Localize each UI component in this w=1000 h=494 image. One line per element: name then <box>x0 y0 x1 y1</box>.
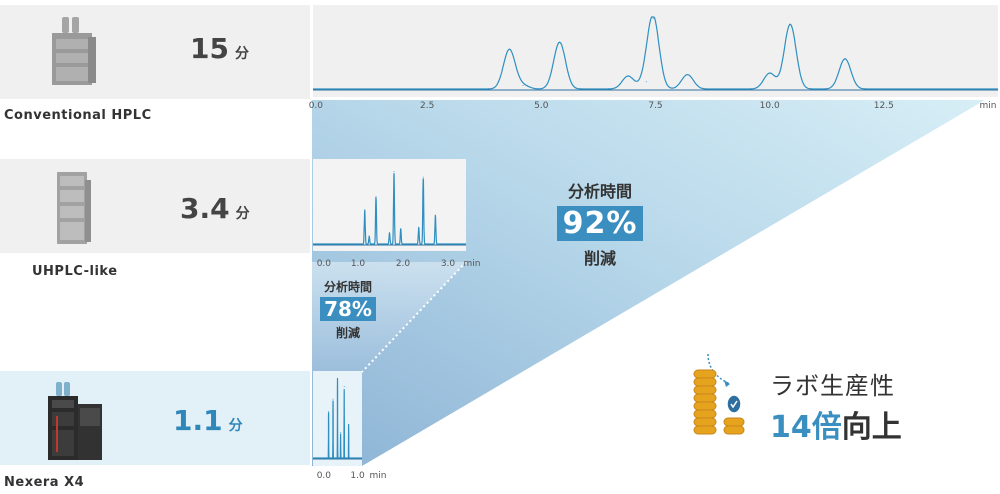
x-tick-label: 3.0 <box>440 259 456 269</box>
callout-78-label: 分析時間 <box>323 280 372 294</box>
peak-5 <box>645 81 647 83</box>
x-unit-label: min <box>463 259 481 269</box>
peak-2 <box>368 235 370 237</box>
callout-92: 分析時間 92% 削減 <box>540 178 660 269</box>
peak-7 <box>418 226 420 228</box>
x-tick-label: 0.0 <box>316 259 332 269</box>
peak-3 <box>337 377 338 379</box>
peak-1 <box>508 48 510 50</box>
peak-7 <box>686 74 688 76</box>
peak-8 <box>769 72 771 74</box>
peak-5 <box>393 171 395 173</box>
nexera-instrument-icon <box>48 382 102 460</box>
x-tick-label: 2.5 <box>419 101 435 111</box>
peak-9 <box>434 214 436 216</box>
hplc-instrument-icon <box>52 17 96 85</box>
peak-3 <box>375 196 377 198</box>
wedge-92 <box>312 100 985 466</box>
peak-1 <box>328 411 330 413</box>
uhplc-label: UHPLC-like <box>32 264 118 279</box>
callout-78-percent: 78% <box>320 297 376 321</box>
x-tick-label: 2.0 <box>395 259 411 269</box>
productivity-rest: 向上 <box>841 410 902 445</box>
peak-4 <box>340 432 342 434</box>
peak-6 <box>400 228 402 230</box>
peak-3 <box>559 41 561 43</box>
nexera-chromatogram <box>313 377 362 460</box>
uhplc-time: 3.4 分 <box>180 192 250 225</box>
callout-92-percent: 92% <box>556 206 644 241</box>
nexera-time: 1.1 分 <box>173 404 243 437</box>
hplc-row-bg <box>0 5 310 99</box>
x-tick-label: 5.0 <box>534 101 549 111</box>
uhplc-chromatogram <box>313 171 466 246</box>
callout-78: 分析時間 78% 削減 <box>308 278 388 341</box>
peak-4 <box>627 75 629 77</box>
callout-92-label: 分析時間 <box>567 182 632 201</box>
productivity-highlight: 14倍 <box>770 410 842 445</box>
peak-2 <box>522 84 524 86</box>
x-unit-label: min <box>979 101 997 111</box>
peak-8 <box>422 176 424 178</box>
uhplc-row-bg <box>0 159 310 253</box>
callout-78-result: 削減 <box>335 326 360 340</box>
x-tick-label: 0.0 <box>308 101 324 111</box>
nexera-label: Nexera X4 <box>4 475 85 490</box>
peak-5 <box>343 386 345 388</box>
hplc-label: Conventional HPLC <box>4 108 152 123</box>
x-tick-label: 7.5 <box>648 101 663 111</box>
chromatogram-trace <box>313 378 362 459</box>
peak-2 <box>332 398 334 400</box>
peak-6 <box>652 17 654 19</box>
wedge-78 <box>312 262 466 372</box>
productivity-line1: ラボ生産性 <box>770 372 895 400</box>
peak-4 <box>389 232 390 234</box>
x-tick-label: 1.0 <box>350 259 366 269</box>
x-tick-label: 10.0 <box>759 101 780 111</box>
x-tick-label: 0.0 <box>316 471 332 481</box>
peak-10 <box>844 58 846 60</box>
peak-6 <box>348 423 350 425</box>
hplc-time: 15 分 <box>190 32 249 65</box>
peak-1 <box>364 209 366 211</box>
coins-icon <box>693 353 745 435</box>
chromatogram-trace <box>313 173 466 245</box>
productivity-line2: 14倍向上 <box>770 402 902 446</box>
x-unit-label: min <box>369 471 387 481</box>
hplc-chromatogram <box>313 16 998 91</box>
dotted-connector <box>361 261 467 373</box>
callout-92-result: 削減 <box>583 249 616 268</box>
x-tick-label: 12.5 <box>873 101 894 111</box>
x-tick-label: 1.0 <box>350 471 365 481</box>
peak-9 <box>789 23 791 25</box>
uhplc-instrument-icon <box>57 172 91 244</box>
chromatogram-trace <box>313 16 998 90</box>
